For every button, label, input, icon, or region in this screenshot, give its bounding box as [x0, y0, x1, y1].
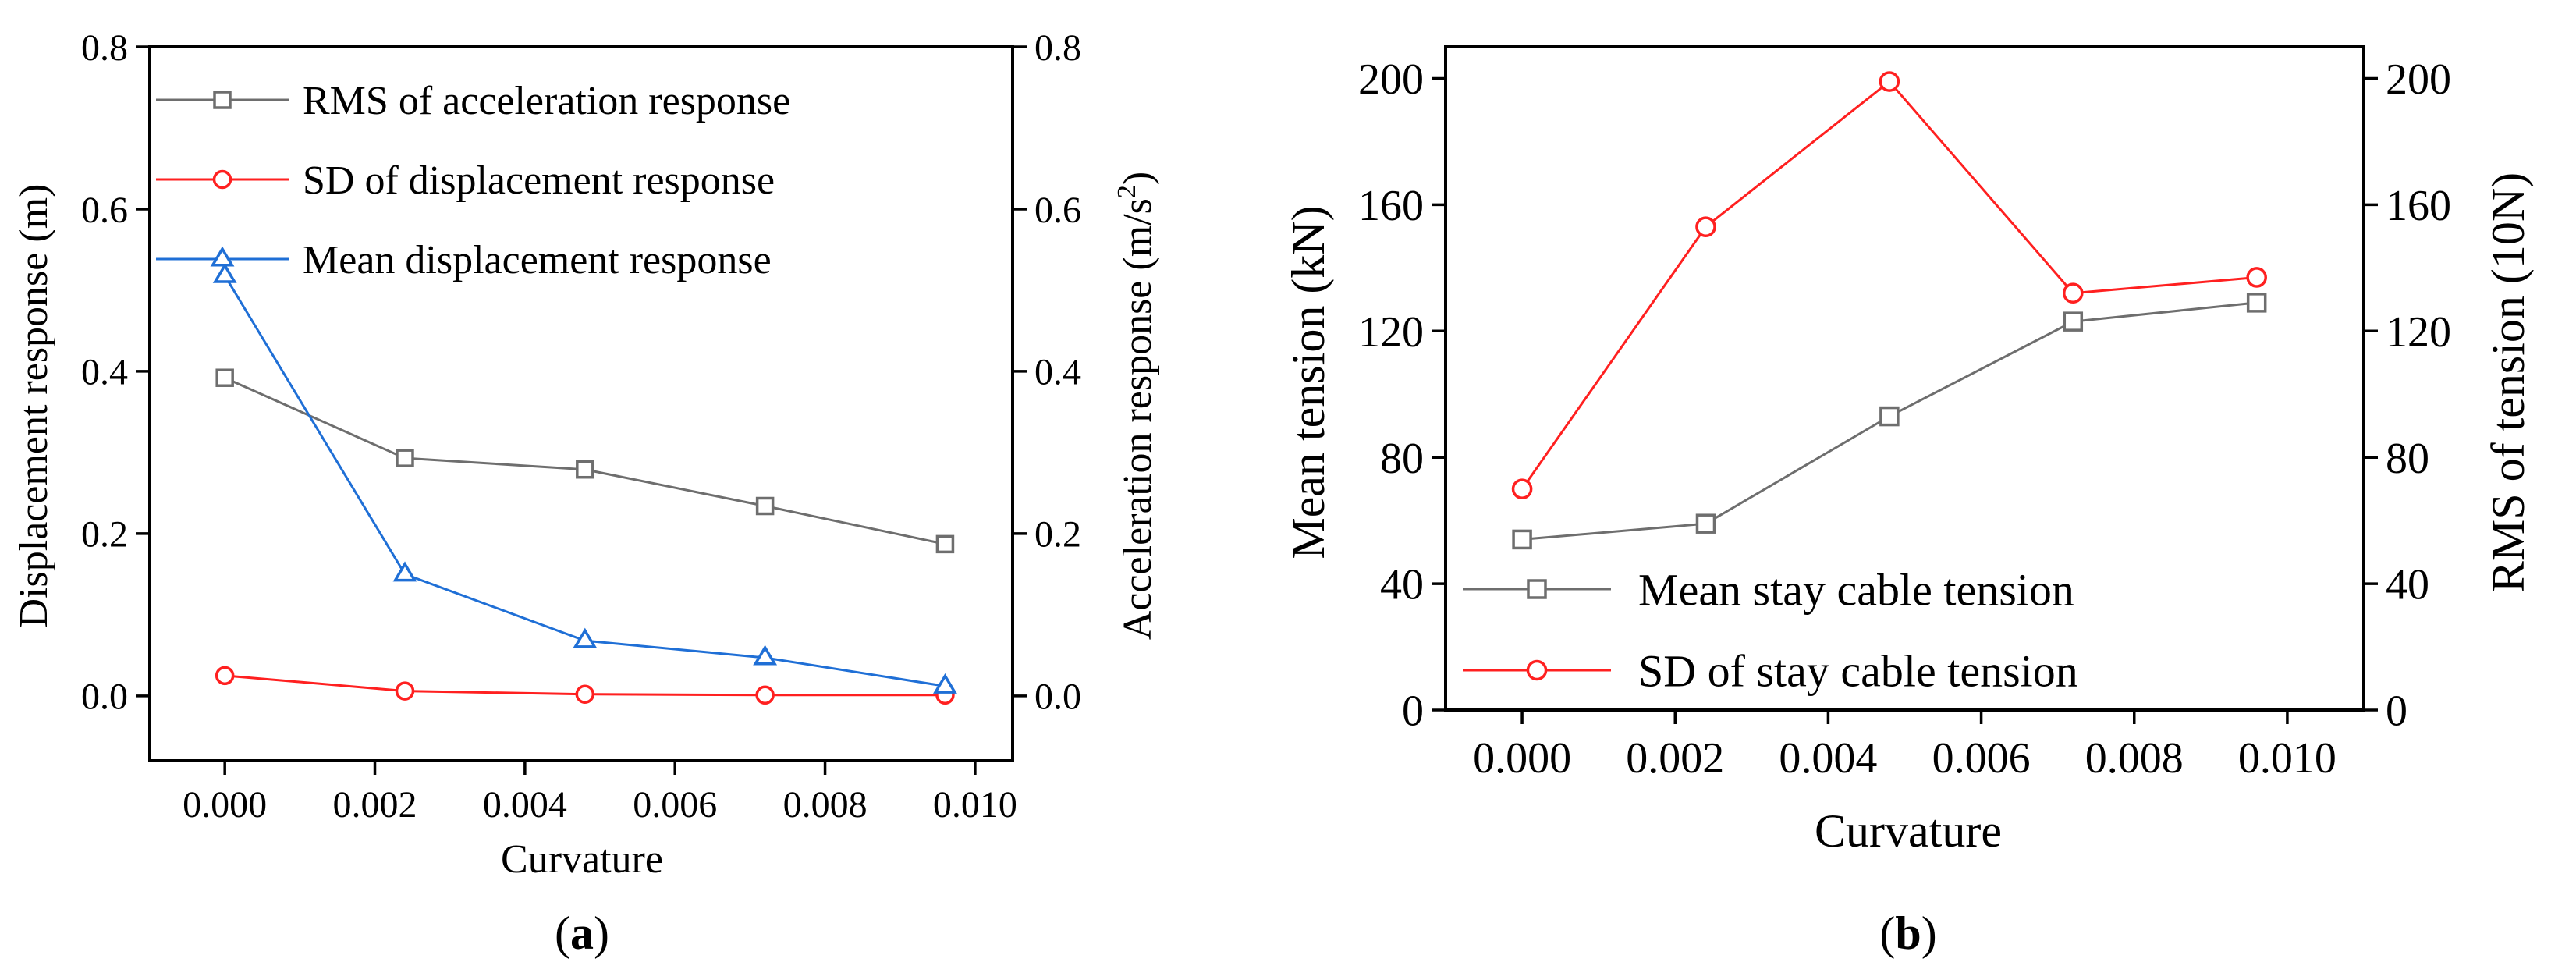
data-point-series-1 — [215, 666, 235, 686]
panel-b-plot-frame — [1444, 45, 2365, 712]
data-point-series-0 — [215, 368, 234, 387]
data-point-series-1 — [1695, 216, 1716, 238]
x-tick-label: 0.010 — [933, 784, 1017, 826]
x-tick-label: 0.002 — [1626, 734, 1724, 783]
right-y-tick-label: 0.2 — [1034, 514, 1081, 556]
x-tick-label: 0.000 — [1473, 734, 1571, 783]
right-y-tick-label: 0.8 — [1034, 27, 1081, 69]
data-point-series-1 — [575, 684, 595, 704]
panel-b-legend: Mean stay cable tension SD of stay cable … — [1463, 564, 2078, 696]
panel-b-label-letter: b — [1895, 907, 1921, 959]
panel-a-series-layer — [212, 262, 957, 705]
panel-b-x-axis-title: Curvature — [1815, 805, 2002, 857]
panel-b-left-axis-title: Mean tension (kN) — [1283, 205, 1334, 559]
panel-b-series-layer — [1511, 71, 2267, 550]
panel-a-label-letter: a — [570, 907, 594, 959]
data-point-series-1 — [395, 681, 415, 701]
panel-b-label: (b) — [1879, 907, 1936, 959]
panel-a-ticks: 0.000 0.002 0.004 0.006 0.008 0.010 0.0 0.2 0.4 0… — [81, 27, 1081, 826]
series-line-1 — [1520, 80, 2257, 490]
legend-marker-1 — [1526, 659, 1548, 681]
left-y-tick-label: 0.4 — [81, 352, 128, 393]
data-point-series-0 — [2246, 293, 2267, 313]
data-point-series-2 — [392, 561, 417, 582]
data-point-series-1 — [755, 685, 775, 705]
left-y-tick-label: 120 — [1358, 308, 1424, 357]
x-tick-label: 0.004 — [1779, 734, 1877, 783]
data-point-series-1 — [2246, 267, 2267, 288]
right-y-tick-label: 160 — [2386, 182, 2451, 230]
left-y-tick-label: 0.2 — [81, 514, 128, 556]
left-y-tick-label: 0.0 — [81, 676, 128, 718]
right-y-tick-label: 0 — [2386, 687, 2407, 736]
data-point-series-0 — [1879, 406, 1900, 427]
right-y-tick-label: 80 — [2386, 435, 2429, 483]
panel-a-plot-frame — [148, 45, 1014, 762]
data-point-series-0 — [935, 534, 955, 554]
panel-a-chart: 0.000 0.002 0.004 0.006 0.008 0.010 0.0 0.2 0.4 0… — [12, 27, 1160, 959]
left-y-tick-label: 160 — [1358, 182, 1424, 230]
panel-a-right-axis-title-end: ) — [1116, 172, 1160, 185]
x-tick-label: 0.008 — [783, 784, 868, 826]
legend-label-1: SD of displacement response — [303, 158, 775, 203]
data-point-series-0 — [1512, 529, 1532, 550]
legend-label-0: Mean stay cable tension — [1638, 564, 2074, 615]
right-y-tick-label: 40 — [2386, 561, 2429, 609]
legend-marker-0 — [213, 91, 232, 109]
x-tick-label: 0.008 — [2085, 734, 2184, 783]
x-tick-label: 0.006 — [1932, 734, 2031, 783]
x-tick-label: 0.004 — [483, 784, 567, 826]
left-y-tick-label: 80 — [1380, 435, 1424, 483]
data-point-series-0 — [576, 460, 594, 479]
data-point-series-2 — [212, 262, 237, 283]
right-y-tick-label: 120 — [2386, 308, 2451, 357]
panel-a-right-axis-title-main: Acceleration response (m/s — [1116, 198, 1160, 640]
panel-a-right-axis-title-superscript: 2 — [1112, 185, 1141, 198]
legend-marker-2 — [210, 246, 235, 267]
data-point-series-2 — [753, 644, 778, 666]
data-point-series-1 — [1879, 71, 1900, 92]
left-y-tick-label: 200 — [1358, 55, 1424, 104]
x-tick-label: 0.002 — [333, 784, 417, 826]
panel-b-chart: 0.000 0.002 0.004 0.006 0.008 0.010 0 40 80 120 16… — [1283, 45, 2534, 959]
data-point-series-1 — [1511, 478, 1533, 499]
legend-marker-1 — [212, 169, 232, 190]
left-y-tick-label: 40 — [1380, 561, 1424, 609]
left-y-tick-label: 0 — [1402, 687, 1424, 736]
data-point-series-1 — [2062, 282, 2084, 304]
panel-b-ticks: 0.000 0.002 0.004 0.006 0.008 0.010 0 40 80 120 16… — [1358, 55, 2451, 783]
data-point-series-2 — [933, 673, 957, 694]
data-point-series-0 — [755, 496, 775, 516]
data-point-series-0 — [396, 449, 414, 467]
x-tick-label: 0.010 — [2238, 734, 2336, 783]
series-line-2 — [223, 275, 946, 687]
panel-a-x-axis-title: Curvature — [501, 837, 663, 882]
left-y-tick-label: 0.6 — [81, 190, 128, 231]
data-point-series-2 — [573, 627, 598, 648]
data-point-series-0 — [2063, 311, 2084, 332]
right-y-tick-label: 0.6 — [1034, 190, 1081, 231]
panel-a-left-axis-title: Displacement response (m) — [12, 184, 56, 628]
panel-a-legend: RMS of acceleration response SD of displa… — [156, 79, 790, 282]
data-point-series-0 — [1695, 513, 1716, 534]
right-y-tick-label: 0.4 — [1034, 352, 1081, 393]
panel-a-right-axis-title: Acceleration response (m/s2) — [1112, 172, 1160, 640]
legend-marker-0 — [1527, 579, 1547, 599]
right-y-tick-label: 0.0 — [1034, 676, 1081, 718]
panel-b-right-axis-title: RMS of tension (10N) — [2482, 172, 2534, 592]
legend-label-1: SD of stay cable tension — [1638, 645, 2078, 696]
legend-label-2: Mean displacement response — [303, 238, 772, 282]
legend-label-0: RMS of acceleration response — [303, 79, 790, 123]
x-tick-label: 0.000 — [183, 784, 267, 826]
x-tick-label: 0.006 — [633, 784, 717, 826]
panel-a-label: (a) — [555, 907, 609, 959]
right-y-tick-label: 200 — [2386, 55, 2451, 104]
left-y-tick-label: 0.8 — [81, 27, 128, 69]
